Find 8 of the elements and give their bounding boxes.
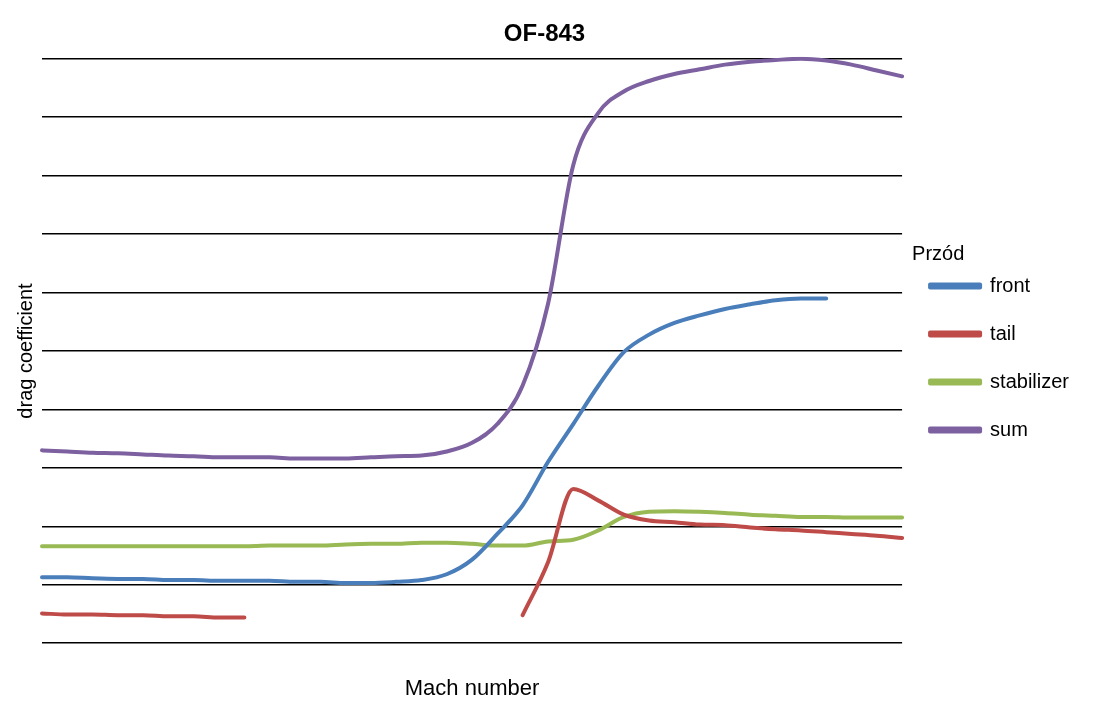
chart-title: OF-843 — [503, 19, 586, 47]
legend-label: tail — [990, 321, 1016, 344]
legend-label: sum — [990, 417, 1028, 440]
legend-label: front — [990, 273, 1031, 296]
text: Przód — [912, 241, 965, 264]
legend-label: stabilizer — [990, 369, 1070, 392]
y-axis-title: drag coefficient — [13, 282, 36, 419]
x-axis-title: Mach number — [404, 674, 540, 700]
